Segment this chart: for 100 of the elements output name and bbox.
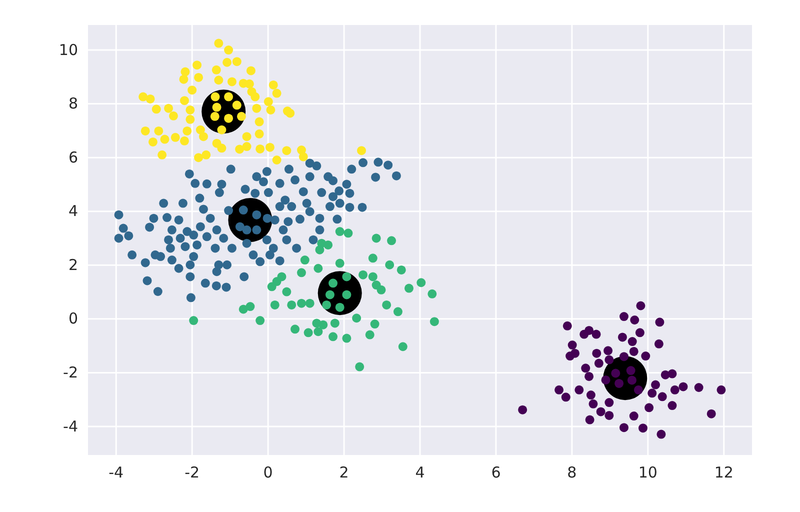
y-tick-label: -4 (63, 417, 78, 436)
point (355, 362, 364, 372)
point (651, 380, 660, 390)
point (335, 302, 344, 312)
point (430, 317, 439, 326)
point (628, 337, 637, 346)
point (574, 385, 584, 394)
point (365, 330, 374, 340)
point (580, 330, 589, 339)
point (330, 318, 340, 328)
point (314, 327, 323, 336)
point (335, 227, 344, 236)
point (344, 228, 353, 238)
point (629, 412, 638, 420)
point (604, 346, 613, 356)
point (382, 300, 392, 310)
x-tick-label: 8 (567, 464, 577, 482)
point (654, 339, 664, 348)
point (604, 355, 614, 364)
point (416, 278, 426, 288)
point (342, 290, 352, 300)
point (585, 415, 594, 424)
x-tick-label: 6 (491, 464, 501, 482)
point (629, 346, 638, 356)
point (668, 369, 677, 378)
point (318, 320, 328, 330)
point (619, 423, 628, 432)
point (370, 320, 380, 329)
point (376, 285, 386, 294)
point (322, 300, 332, 310)
point (670, 385, 680, 394)
point (342, 272, 352, 282)
y-tick-label: 10 (58, 40, 78, 59)
point (641, 352, 650, 361)
point (554, 385, 564, 394)
point (246, 302, 255, 312)
y-tick-label: 2 (68, 256, 78, 274)
point (626, 366, 636, 376)
point (396, 265, 406, 274)
point (568, 340, 577, 350)
point (368, 272, 378, 282)
point (518, 405, 528, 414)
point (335, 258, 344, 268)
point (594, 358, 604, 368)
point (588, 399, 598, 408)
point (189, 316, 198, 326)
y-tick-label: -2 (63, 364, 78, 382)
point (634, 385, 643, 394)
y-tick-label: 4 (68, 202, 78, 220)
point (300, 256, 310, 265)
point (586, 390, 596, 400)
x-tick-label: 12 (714, 464, 734, 482)
point (584, 372, 594, 381)
point (655, 318, 664, 327)
point (648, 388, 657, 398)
point (644, 403, 654, 412)
point (304, 328, 313, 338)
x-tick-label: 10 (638, 464, 658, 482)
point (428, 289, 437, 298)
x-tick-label: 2 (339, 464, 349, 482)
point (287, 300, 296, 310)
point (256, 316, 265, 326)
point (398, 342, 408, 352)
point (636, 301, 646, 310)
point (627, 376, 636, 385)
point (604, 410, 614, 420)
point (305, 298, 314, 308)
point (638, 424, 648, 433)
point (404, 284, 414, 293)
point (325, 290, 334, 300)
x-tick-label: 0 (263, 464, 273, 482)
y-tick-label: 8 (68, 94, 78, 113)
point (393, 307, 402, 316)
point (614, 378, 624, 388)
point (604, 398, 614, 408)
point (267, 282, 276, 292)
point (296, 268, 306, 278)
point (290, 324, 300, 334)
point (619, 312, 628, 321)
x-tick-label: -4 (108, 464, 124, 482)
point (270, 300, 280, 310)
point (630, 316, 640, 324)
point (562, 321, 572, 330)
point (570, 348, 580, 358)
point (282, 287, 292, 296)
point (592, 330, 601, 339)
point (387, 236, 396, 246)
point (694, 383, 704, 392)
point (315, 245, 324, 254)
point (619, 352, 628, 362)
point (324, 240, 333, 250)
point (358, 270, 368, 280)
point (716, 385, 726, 394)
y-tick-label: 0 (68, 310, 78, 328)
point (596, 407, 606, 416)
point (656, 430, 666, 439)
point (706, 409, 716, 418)
point (601, 375, 610, 384)
point (581, 364, 590, 373)
point (314, 264, 323, 273)
